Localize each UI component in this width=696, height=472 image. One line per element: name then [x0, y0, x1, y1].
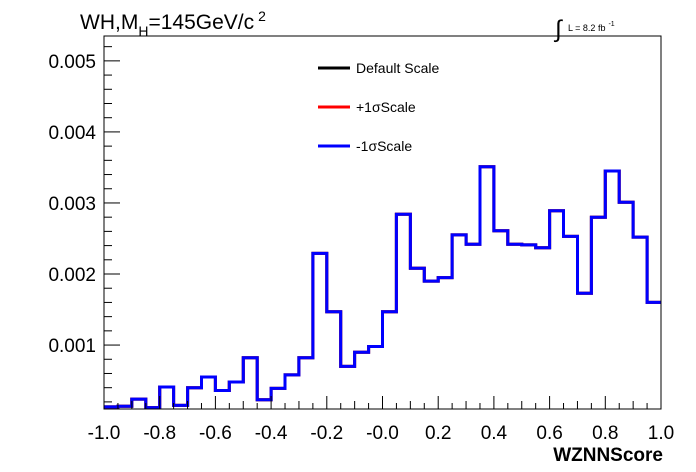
x-tick-label: -1.0 — [88, 423, 121, 444]
x-tick-label: -0.6 — [199, 423, 232, 444]
y-tick-label: 0.002 — [48, 265, 96, 286]
legend-label: -1σScale — [356, 138, 412, 154]
x-axis-tick-labels: -1.0 -0.8 -0.6 -0.4 -0.2 -0.0 0.2 0.4 0.6 0.8 1.0 — [88, 423, 675, 444]
x-tick-label: -0.2 — [310, 423, 343, 444]
y-tick-label: 0.003 — [48, 194, 96, 215]
legend-label: +1σScale — [356, 99, 416, 115]
legend: Default Scale +1σScale -1σScale — [318, 60, 439, 154]
x-tick-label: 0.6 — [536, 423, 562, 444]
x-axis-title: WZNNScore — [553, 445, 663, 466]
x-tick-label: 1.0 — [648, 423, 674, 444]
y-tick-label: 0.005 — [48, 52, 96, 73]
x-tick-label: 0.2 — [425, 423, 451, 444]
y-axis-ticks — [104, 46, 120, 403]
x-tick-label: 0.4 — [481, 423, 508, 444]
y-axis-tick-labels: 0.001 0.002 0.003 0.004 0.005 — [48, 52, 96, 357]
luminosity-label: L = 8.2 fb -1 — [568, 21, 615, 33]
x-axis-ticks — [103, 396, 662, 409]
x-tick-label: 0.8 — [592, 423, 618, 444]
y-tick-label: 0.004 — [48, 123, 96, 144]
x-tick-label: -0.8 — [143, 423, 176, 444]
x-tick-label: -0.4 — [255, 423, 288, 444]
y-tick-label: 0.001 — [48, 336, 96, 357]
series-line-2 — [104, 165, 661, 410]
plot-title: WH,MH=145GeV/c 2 — [80, 8, 266, 39]
x-tick-label: -0.0 — [366, 423, 399, 444]
integral-symbol: ∫ — [553, 16, 563, 43]
plot-frame — [103, 35, 662, 410]
legend-label: Default Scale — [356, 60, 439, 76]
histogram-lines — [104, 165, 661, 410]
